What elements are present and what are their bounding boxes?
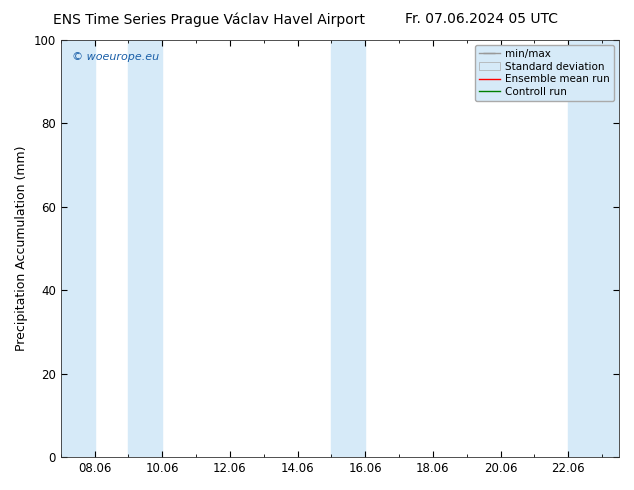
Bar — [332, 40, 365, 457]
Bar — [568, 40, 619, 457]
Text: Fr. 07.06.2024 05 UTC: Fr. 07.06.2024 05 UTC — [405, 12, 559, 26]
Text: ENS Time Series Prague Václav Havel Airport: ENS Time Series Prague Václav Havel Airp… — [53, 12, 365, 27]
Bar — [61, 40, 94, 457]
Text: © woeurope.eu: © woeurope.eu — [72, 52, 159, 62]
Bar — [128, 40, 162, 457]
Y-axis label: Precipitation Accumulation (mm): Precipitation Accumulation (mm) — [15, 146, 28, 351]
Legend: min/max, Standard deviation, Ensemble mean run, Controll run: min/max, Standard deviation, Ensemble me… — [475, 45, 614, 101]
